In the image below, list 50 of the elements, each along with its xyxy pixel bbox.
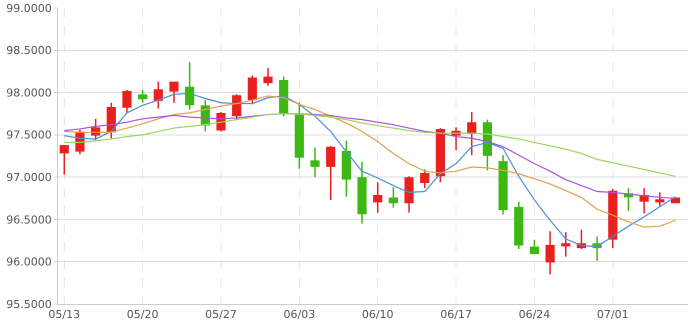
- x-tick-label: 06/24: [518, 308, 550, 322]
- candlestick: [655, 192, 664, 207]
- candlestick: [624, 187, 634, 212]
- line-series: [64, 113, 676, 177]
- candlestick: [122, 89, 132, 114]
- x-tick-label: 05/13: [48, 308, 80, 322]
- candlestick: [373, 181, 382, 214]
- candlestick: [388, 186, 398, 208]
- candlestick: [263, 67, 273, 87]
- candlestick: [138, 89, 148, 104]
- candlestick: [232, 94, 242, 120]
- x-tick-label: 06/03: [283, 308, 316, 322]
- candlestick: [357, 161, 367, 224]
- candlestick: [608, 188, 618, 249]
- y-tick-label: 97.5000: [6, 128, 52, 142]
- candlestick: [514, 200, 524, 250]
- candlestick: [154, 80, 163, 110]
- candlestick: [482, 118, 492, 172]
- x-tick-label: 05/27: [205, 308, 237, 322]
- candlestick: [420, 168, 430, 189]
- y-tick-label: 98.0000: [6, 86, 52, 100]
- candlestick: [60, 144, 69, 176]
- x-tick-label: 05/20: [126, 308, 158, 322]
- candlestick: [436, 127, 445, 183]
- candlestick: [106, 102, 116, 139]
- x-tick-label: 06/10: [362, 308, 394, 322]
- y-tick-label: 95.5000: [6, 298, 52, 311]
- candlestick: [467, 111, 476, 156]
- candlestick: [248, 74, 257, 106]
- x-tick-label: 07/01: [596, 308, 629, 322]
- candlestick: [310, 146, 320, 178]
- candlestick: [640, 187, 649, 214]
- candlestick: [342, 140, 351, 198]
- candlestick: [530, 238, 540, 254]
- candlestick: [185, 61, 194, 110]
- y-tick-label: 99.0000: [6, 2, 52, 15]
- y-tick-label: 98.5000: [6, 44, 52, 58]
- candlestick: [294, 102, 304, 170]
- y-tick-label: 96.5000: [6, 213, 52, 226]
- candlestick: [546, 230, 555, 276]
- candlestick: [498, 154, 508, 216]
- candlestick: [404, 176, 414, 214]
- y-tick-label: 97.0000: [6, 170, 52, 184]
- y-tick-label: 96.0000: [6, 256, 52, 269]
- line-series: [64, 113, 676, 199]
- candlestick: [279, 76, 288, 117]
- candlestick: [326, 145, 336, 201]
- x-tick-label: 06/17: [440, 308, 472, 322]
- candlestick: [169, 82, 179, 104]
- candlestick: [561, 231, 570, 258]
